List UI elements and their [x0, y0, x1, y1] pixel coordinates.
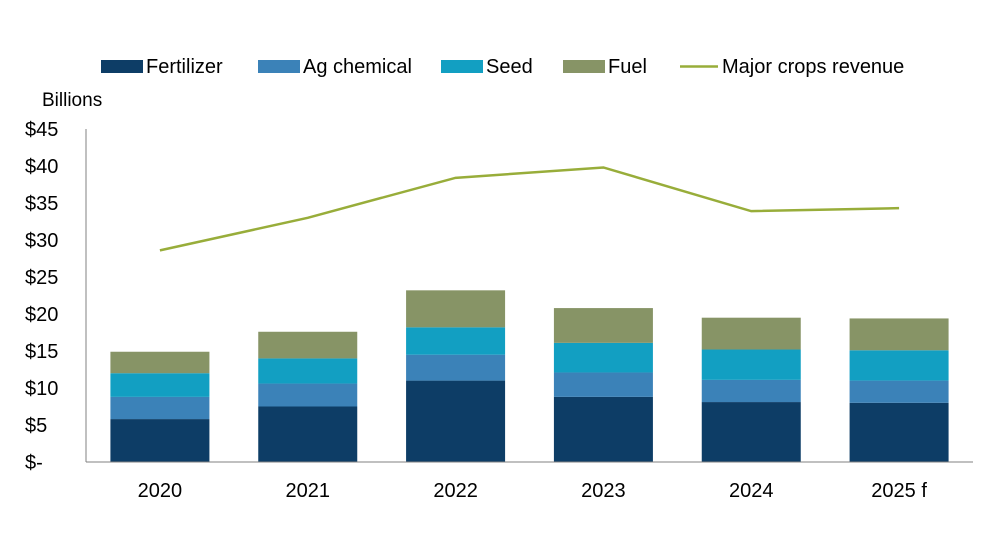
y-axis-ticks: $- $5 $10 $15 $20 $25 $30 $35 $40 $45: [25, 119, 58, 474]
x-tick-label: 2024: [729, 480, 774, 502]
legend-label: Seed: [486, 56, 533, 78]
bar-seed: [258, 358, 358, 384]
bar-ag-chemical: [110, 396, 210, 420]
y-tick-label: $45: [25, 119, 58, 141]
x-tick-label: 2021: [286, 480, 331, 502]
legend-swatch: [563, 60, 605, 73]
bar-fuel: [258, 331, 358, 359]
bar-fuel: [110, 351, 210, 374]
bar-ag-chemical: [849, 380, 949, 403]
bar-fertilizer: [110, 419, 210, 462]
bar-fuel: [406, 290, 506, 328]
y-tick-label: $25: [25, 267, 58, 289]
y-tick-label: $35: [25, 193, 58, 215]
bar-seed: [406, 327, 506, 355]
bar-seed: [110, 373, 210, 397]
legend-label: Fuel: [608, 56, 647, 78]
bar-ag-chemical: [406, 354, 506, 381]
bar-seed: [701, 349, 801, 380]
bar-fuel: [553, 308, 653, 343]
bar-ag-chemical: [553, 372, 653, 397]
legend-swatch: [441, 60, 483, 73]
y-tick-label: $10: [25, 378, 58, 400]
bar-fertilizer: [553, 396, 653, 462]
x-tick-label: 2025 f: [871, 480, 927, 502]
y-axis-label: Billions: [42, 90, 102, 111]
x-axis-ticks: 2020 2021 2022 2023 2024 2025 f: [138, 480, 928, 502]
x-tick-label: 2020: [138, 480, 183, 502]
bar-ag-chemical: [701, 379, 801, 403]
bar-ag-chemical: [258, 383, 358, 407]
y-tick-label: $40: [25, 156, 58, 178]
legend-label: Ag chemical: [303, 56, 412, 78]
bar-fertilizer: [849, 402, 949, 462]
bars: [110, 290, 949, 462]
bar-fertilizer: [701, 402, 801, 462]
y-tick-label: $5: [25, 415, 47, 437]
y-tick-label: $20: [25, 304, 58, 326]
bar-fuel: [701, 317, 801, 350]
legend-swatch: [101, 60, 143, 73]
bar-seed: [553, 342, 653, 373]
y-tick-label: $30: [25, 230, 58, 252]
line-major-crops-revenue: [159, 166, 900, 252]
bar-fertilizer: [406, 380, 506, 462]
bar-fertilizer: [258, 406, 358, 462]
y-tick-label: $15: [25, 341, 58, 363]
x-tick-label: 2022: [433, 480, 478, 502]
revenue-line: [159, 166, 900, 252]
legend-label: Fertilizer: [146, 56, 223, 78]
legend: Fertilizer Ag chemical Seed Fuel Major crops…: [101, 56, 904, 78]
legend-swatch: [258, 60, 300, 73]
bar-seed: [849, 350, 949, 381]
bar-fuel: [849, 318, 949, 351]
y-tick-label: $-: [25, 452, 43, 474]
x-tick-label: 2023: [581, 480, 626, 502]
legend-label: Major crops revenue: [722, 56, 904, 78]
